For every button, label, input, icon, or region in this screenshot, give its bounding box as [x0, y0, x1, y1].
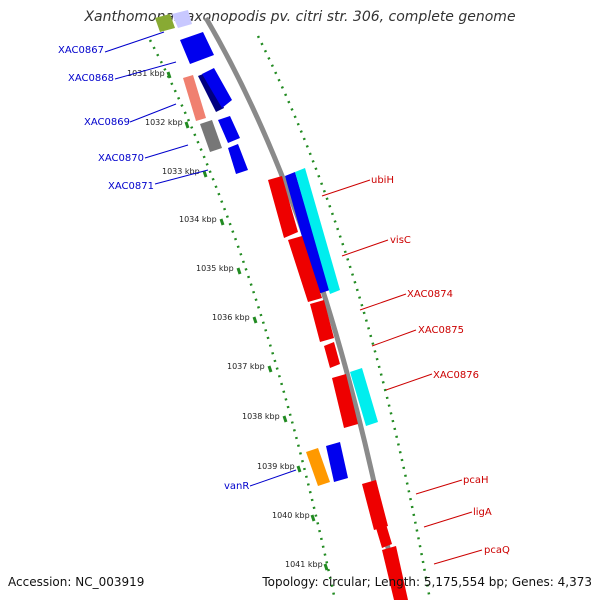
gene-XAC0876-cyan[interactable]: [350, 368, 378, 426]
kbp-tick-mark: [184, 121, 190, 129]
gene-XAC0874-red[interactable]: [310, 300, 334, 342]
gene-ligA-red[interactable]: [376, 524, 392, 548]
genome-title: Xanthomonas axonopodis pv. citri str. 30…: [84, 9, 516, 25]
outer-dotted-track: [256, 35, 432, 600]
gene-XAC0875-red[interactable]: [324, 342, 340, 368]
gene-ubiH-red[interactable]: [268, 176, 298, 238]
gene-label-ubiH[interactable]: ubiH: [371, 175, 394, 186]
gene-label-pcaH[interactable]: pcaH: [463, 475, 489, 486]
gene-label-visC[interactable]: visC: [390, 235, 411, 246]
kbp-tick-mark: [310, 514, 316, 522]
gene-XAC0868-arrow[interactable]: [198, 72, 224, 112]
kbp-tick-mark: [252, 316, 258, 324]
gene-pcaQ-red[interactable]: [382, 546, 408, 600]
kbp-tick-mark: [219, 218, 225, 226]
gene-label-pcaQ[interactable]: pcaQ: [484, 545, 510, 556]
kbp-tick-label: 1041 kbp: [285, 560, 323, 569]
kbp-tick-label: 1033 kbp: [162, 167, 200, 176]
gene-top-olive[interactable]: [155, 14, 175, 32]
gene-XAC0871-arrow[interactable]: [228, 144, 248, 174]
gene-arrows[interactable]: [155, 10, 408, 600]
leader-lines-left: [104, 31, 297, 487]
kbp-tick-label: 1039 kbp: [257, 462, 295, 471]
kbp-tick-label: 1038 kbp: [242, 412, 280, 421]
right-gene-labels: ubiH visC XAC0874 XAC0875 XAC0876 pcaH l…: [371, 175, 510, 556]
gene-label-XAC0875[interactable]: XAC0875: [418, 325, 464, 336]
kbp-tick-mark: [323, 563, 329, 571]
gene-label-vanR[interactable]: vanR: [224, 481, 249, 492]
left-gene-labels: XAC0867 XAC0868 XAC0869 XAC0870 XAC0871 …: [58, 45, 249, 492]
gene-label-ligA[interactable]: ligA: [473, 507, 492, 518]
gene-label-XAC0869[interactable]: XAC0869: [84, 117, 130, 128]
gene-label-XAC0867[interactable]: XAC0867: [58, 45, 104, 56]
kbp-tick-mark: [282, 415, 288, 423]
kbp-tick-labels: 1031 kbp 1032 kbp 1033 kbp 1034 kbp 1035 kbp…: [127, 69, 323, 569]
gene-label-XAC0870[interactable]: XAC0870: [98, 153, 144, 164]
gene-XAC0868-salmon[interactable]: [183, 75, 206, 121]
tick-marks: [166, 71, 329, 571]
gene-label-XAC0868[interactable]: XAC0868: [68, 73, 114, 84]
gene-visC-red[interactable]: [288, 236, 322, 302]
kbp-tick-mark: [166, 71, 172, 79]
gene-XAC0868-blue[interactable]: [202, 68, 232, 108]
kbp-tick-label: 1036 kbp: [212, 313, 250, 322]
genome-summary-text: Topology: circular; Length: 5,175,554 bp…: [262, 575, 592, 589]
gene-XAC0876-red[interactable]: [332, 374, 358, 428]
gene-top-pale[interactable]: [172, 10, 192, 28]
leader-lines-right: [321, 179, 483, 565]
gene-label-XAC0871[interactable]: XAC0871: [108, 181, 154, 192]
kbp-tick-mark: [202, 170, 208, 178]
kbp-tick-mark: [236, 267, 242, 275]
gene-vanR-orange[interactable]: [306, 448, 330, 486]
kbp-tick-label: 1037 kbp: [227, 362, 265, 371]
gene-vanR-blue[interactable]: [326, 442, 348, 482]
kbp-tick-label: 1031 kbp: [127, 69, 165, 78]
inner-dotted-track: [148, 39, 337, 600]
kbp-tick-label: 1034 kbp: [179, 215, 217, 224]
gene-XAC0867-arrow[interactable]: [180, 32, 214, 64]
gene-label-XAC0876[interactable]: XAC0876: [433, 370, 479, 381]
gene-XAC0869-gray[interactable]: [200, 120, 222, 152]
gene-pcaH-red[interactable]: [362, 480, 388, 530]
kbp-tick-label: 1032 kbp: [145, 118, 183, 127]
gene-XAC0870-arrow[interactable]: [218, 116, 240, 143]
kbp-tick-label: 1040 kbp: [272, 511, 310, 520]
kbp-tick-label: 1035 kbp: [196, 264, 234, 273]
gene-ubiH-cyan[interactable]: [295, 168, 340, 294]
accession-text: Accession: NC_003919: [8, 575, 145, 589]
kbp-tick-mark: [296, 465, 302, 473]
kbp-tick-mark: [267, 365, 273, 373]
gene-ubiH-blue[interactable]: [285, 172, 330, 294]
gene-label-XAC0874[interactable]: XAC0874: [407, 289, 453, 300]
